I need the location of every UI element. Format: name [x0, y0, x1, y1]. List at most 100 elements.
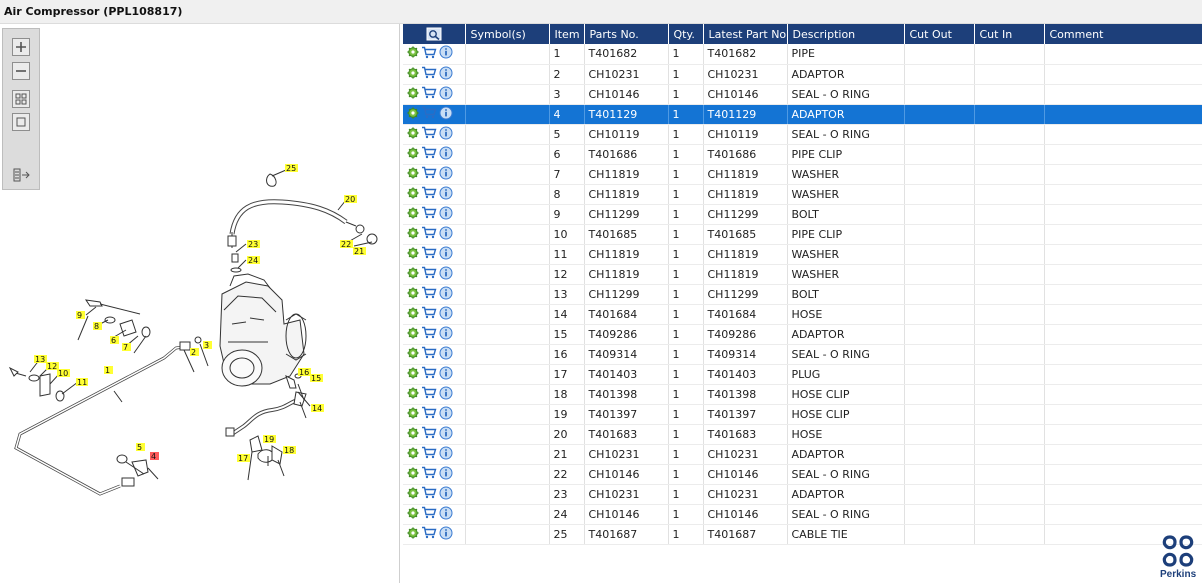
fit-all-button[interactable] [12, 90, 30, 108]
gear-icon[interactable] [407, 367, 419, 382]
zoom-in-button[interactable] [12, 38, 30, 56]
callout-12[interactable]: 12 [46, 362, 59, 371]
callout-10[interactable]: 10 [57, 369, 70, 378]
table-row[interactable]: 14 T401684 1 T401684 HOSE [403, 304, 1202, 325]
cart-icon[interactable] [421, 506, 437, 522]
cart-icon[interactable] [421, 426, 437, 442]
info-icon[interactable] [439, 426, 453, 443]
callout-14[interactable]: 14 [311, 404, 324, 413]
callout-19[interactable]: 19 [263, 435, 276, 444]
callout-4[interactable]: 4 [150, 452, 159, 461]
callout-7[interactable]: 7 [122, 343, 131, 352]
callout-23[interactable]: 23 [247, 240, 260, 249]
gear-icon[interactable] [407, 287, 419, 302]
info-icon[interactable] [439, 186, 453, 203]
gear-icon[interactable] [407, 447, 419, 462]
zoom-out-button[interactable] [12, 62, 30, 80]
gear-icon[interactable] [407, 307, 419, 322]
info-icon[interactable] [439, 266, 453, 283]
info-icon[interactable] [439, 366, 453, 383]
table-row[interactable]: 8 CH11819 1 CH11819 WASHER [403, 184, 1202, 205]
cart-icon[interactable] [421, 266, 437, 282]
callout-21[interactable]: 21 [353, 247, 366, 256]
cart-icon[interactable] [421, 126, 437, 142]
info-icon[interactable] [439, 226, 453, 243]
info-icon[interactable] [439, 66, 453, 83]
gear-icon[interactable] [407, 347, 419, 362]
gear-icon[interactable] [407, 327, 419, 342]
gear-icon[interactable] [407, 87, 419, 102]
gear-icon[interactable] [407, 207, 419, 222]
info-icon[interactable] [439, 86, 453, 103]
callout-5[interactable]: 5 [136, 443, 145, 452]
cart-icon[interactable] [421, 46, 437, 62]
table-row[interactable]: 16 T409314 1 T409314 SEAL - O RING [403, 344, 1202, 365]
column-header-cut-out[interactable]: Cut Out [904, 24, 975, 44]
column-header-description[interactable]: Description [787, 24, 905, 44]
table-row[interactable]: 22 CH10146 1 CH10146 SEAL - O RING [403, 464, 1202, 485]
cart-icon[interactable] [421, 66, 437, 82]
info-icon[interactable] [439, 146, 453, 163]
cart-icon[interactable] [421, 466, 437, 482]
info-icon[interactable] [439, 45, 453, 62]
table-row[interactable]: 24 CH10146 1 CH10146 SEAL - O RING [403, 504, 1202, 525]
cart-icon[interactable] [421, 446, 437, 462]
info-icon[interactable] [439, 526, 453, 543]
table-row[interactable]: 23 CH10231 1 CH10231 ADAPTOR [403, 484, 1202, 505]
info-icon[interactable] [439, 466, 453, 483]
info-icon[interactable] [439, 286, 453, 303]
callout-18[interactable]: 18 [283, 446, 296, 455]
info-icon[interactable] [439, 206, 453, 223]
table-row[interactable]: 3 CH10146 1 CH10146 SEAL - O RING [403, 84, 1202, 105]
table-row[interactable]: 19 T401397 1 T401397 HOSE CLIP [403, 404, 1202, 425]
callout-20[interactable]: 20 [344, 195, 357, 204]
cart-icon[interactable] [421, 86, 437, 102]
info-icon[interactable] [439, 326, 453, 343]
cart-icon[interactable] [421, 286, 437, 302]
column-header-cut-in[interactable]: Cut In [974, 24, 1045, 44]
cart-icon[interactable] [421, 226, 437, 242]
fit-window-button[interactable] [12, 113, 30, 131]
table-row[interactable]: 25 T401687 1 T401687 CABLE TIE [403, 524, 1202, 545]
info-icon[interactable] [439, 166, 453, 183]
callout-16[interactable]: 16 [298, 368, 311, 377]
column-header-symbols[interactable]: Symbol(s) [465, 24, 550, 44]
gear-icon[interactable] [407, 46, 419, 61]
callout-15[interactable]: 15 [310, 374, 323, 383]
info-icon[interactable] [439, 246, 453, 263]
diagram-panel[interactable]: 1 2 3 4 5 6 7 8 9 10 11 12 13 14 15 16 1… [0, 24, 400, 583]
gear-icon[interactable] [407, 407, 419, 422]
cart-icon[interactable] [421, 486, 437, 502]
cart-icon[interactable] [421, 326, 437, 342]
column-header-parts-no[interactable]: Parts No. [584, 24, 669, 44]
callout-17[interactable]: 17 [237, 454, 250, 463]
table-row[interactable]: 1 T401682 1 T401682 PIPE [403, 44, 1202, 65]
cart-icon[interactable] [421, 366, 437, 382]
info-icon[interactable] [439, 106, 453, 123]
gear-icon[interactable] [407, 247, 419, 262]
exploded-view-diagram[interactable]: 1 2 3 4 5 6 7 8 9 10 11 12 13 14 15 16 1… [0, 24, 400, 583]
column-header-latest-part-no[interactable]: Latest Part No. [703, 24, 788, 44]
cart-icon[interactable] [421, 146, 437, 162]
gear-icon[interactable] [407, 267, 419, 282]
table-row[interactable]: 20 T401683 1 T401683 HOSE [403, 424, 1202, 445]
info-icon[interactable] [439, 506, 453, 523]
callout-6[interactable]: 6 [110, 336, 119, 345]
callout-1[interactable]: 1 [104, 366, 113, 375]
info-icon[interactable] [439, 406, 453, 423]
info-icon[interactable] [439, 486, 453, 503]
gear-icon[interactable] [407, 187, 419, 202]
info-icon[interactable] [439, 346, 453, 363]
cart-icon[interactable] [421, 106, 437, 122]
gear-icon[interactable] [407, 167, 419, 182]
table-row[interactable]: 5 CH10119 1 CH10119 SEAL - O RING [403, 124, 1202, 145]
cart-icon[interactable] [421, 186, 437, 202]
gear-icon[interactable] [407, 427, 419, 442]
gear-icon[interactable] [407, 467, 419, 482]
table-row[interactable]: 9 CH11299 1 CH11299 BOLT [403, 204, 1202, 225]
gear-icon[interactable] [407, 507, 419, 522]
column-header-qty[interactable]: Qty. [668, 24, 704, 44]
callout-2[interactable]: 2 [190, 348, 199, 357]
cart-icon[interactable] [421, 306, 437, 322]
column-header-tools[interactable] [403, 24, 466, 44]
